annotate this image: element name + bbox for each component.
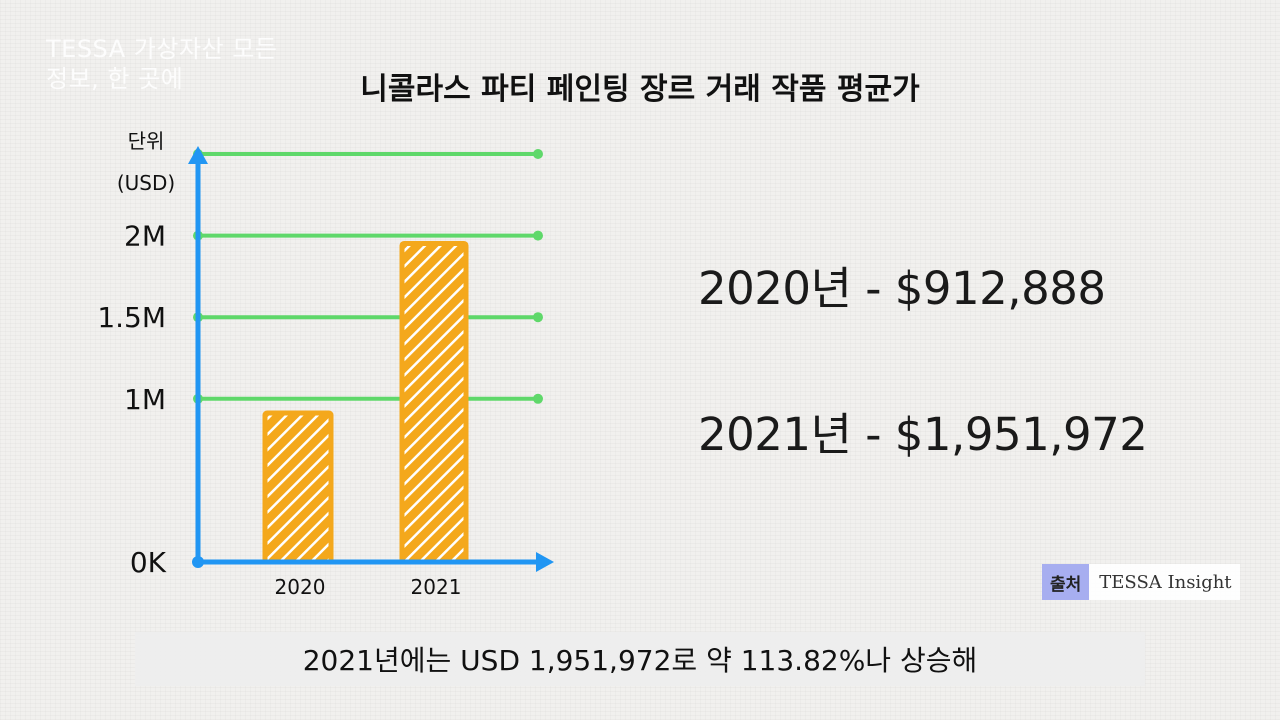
- x-tick-label-2020: 2020: [275, 575, 326, 599]
- bar-2021: [399, 240, 469, 565]
- caption-text: 2021년에는 USD 1,951,972로 약 113.82%나 상승해: [302, 644, 978, 677]
- chart-title: 니콜라스 파티 페인팅 장르 거래 작품 평균가: [360, 72, 920, 107]
- y-tick-label: 1.5M: [97, 301, 166, 334]
- y-tick-label: 2M: [124, 220, 166, 253]
- annotation-2020: 2020년 - $912,888: [698, 262, 1106, 315]
- y-axis-arrow-icon: [188, 146, 208, 164]
- gridline-end-dot: [533, 230, 543, 241]
- y-tick-label: 0K: [130, 546, 167, 579]
- bar-2020: [262, 410, 334, 565]
- caption-bar: 2021년에는 USD 1,951,972로 약 113.82%나 상승해: [135, 632, 1145, 686]
- x-axis-arrow-icon: [536, 552, 554, 572]
- annotation-2021: 2021년 - $1,951,972: [698, 408, 1148, 461]
- gridline-end-dot: [533, 393, 543, 404]
- gridline-end-dot: [533, 149, 543, 159]
- gridline-end-dot: [533, 312, 543, 323]
- axis-origin-dot: [192, 556, 204, 568]
- y-tick-label: 1M: [124, 383, 166, 416]
- y-axis-unit-line-1: 단위: [127, 129, 165, 153]
- source-name: TESSA Insight: [1099, 571, 1232, 593]
- watermark: TESSA 가상자산 모든 정보, 한 곳에: [46, 35, 278, 93]
- y-axis-unit-line-2: (USD): [116, 171, 176, 195]
- y-axis-unit-label: 단위 (USD): [104, 120, 188, 204]
- source-badge: 출처 TESSA Insight: [1042, 564, 1240, 600]
- source-label: 출처: [1042, 564, 1090, 600]
- x-tick-label-2021: 2021: [411, 575, 462, 599]
